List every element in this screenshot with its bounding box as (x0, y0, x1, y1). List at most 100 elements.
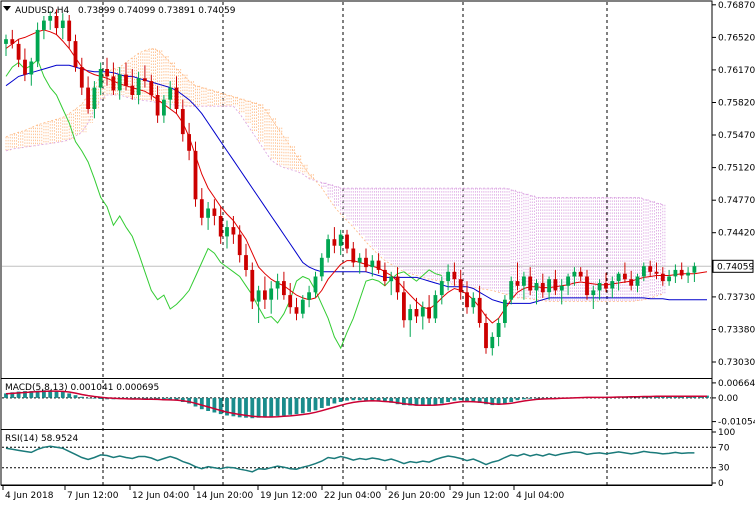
candle-body (67, 20, 72, 42)
candle-body (218, 216, 223, 237)
macd-bar (326, 397, 330, 406)
candle-body (124, 74, 128, 86)
macd-bar (420, 397, 425, 406)
candle-body (686, 272, 690, 276)
candle-body (591, 290, 596, 296)
macd-bar (389, 397, 394, 403)
candles (4, 9, 697, 356)
candle-body (155, 95, 160, 116)
current-price-box (712, 259, 754, 273)
collapse-arrow-icon[interactable] (3, 6, 11, 11)
candle-body (414, 309, 419, 317)
price-axis: 0.76870 0.76520 0.76170 0.75820 0.75470 0.751… (712, 1, 755, 368)
macd-bar (471, 397, 476, 402)
macd-bar (515, 397, 520, 401)
candle-body (111, 76, 116, 91)
candle-body (408, 309, 413, 321)
candle-body (402, 292, 406, 321)
macd-bar (256, 397, 261, 418)
macd-bar (225, 397, 229, 416)
macd-bar (206, 397, 210, 411)
candle-body (143, 78, 147, 82)
candle-body (667, 276, 671, 282)
candle-body (288, 295, 293, 308)
price-tick-label: 0.76870 (718, 1, 755, 11)
macd-signal-line (5, 390, 707, 418)
candle-body (117, 74, 122, 91)
chart-frame (0, 0, 713, 486)
senkou-span-b (5, 94, 663, 206)
candle-body (326, 239, 330, 258)
candle-body (23, 59, 27, 75)
macd-bar (332, 397, 337, 404)
candle-body (351, 248, 356, 263)
candle-body (307, 292, 311, 300)
chart-header: AUDUSD,H4 0.73899 0.74099 0.73891 0.7405… (3, 6, 236, 16)
candle-body (452, 271, 457, 280)
candle-body (654, 271, 659, 274)
macd-bar (60, 392, 65, 398)
rsi-tick-label: 70 (718, 443, 730, 453)
candle-body (610, 281, 615, 289)
candle-body (364, 257, 368, 268)
rsi-tick-label: 100 (718, 428, 735, 438)
candle-body (623, 273, 627, 280)
candle-body (490, 336, 495, 349)
macd-tick-label: 0.00 (718, 394, 738, 404)
macd-bar (180, 397, 185, 402)
candle-body (660, 273, 665, 282)
candle-body (199, 199, 204, 218)
candle-body (629, 279, 634, 286)
macd-bar (263, 397, 267, 418)
candle-body (187, 134, 191, 151)
candle-body (642, 266, 646, 277)
macd-bar (433, 397, 438, 405)
macd-bar (427, 397, 431, 406)
candle-body (679, 269, 684, 276)
price-tick-label: 0.75820 (718, 99, 755, 109)
candle-body (4, 39, 8, 44)
macd-bar (490, 397, 495, 406)
candle-body (130, 85, 135, 95)
candle-body (231, 227, 236, 235)
candle-body (105, 69, 109, 77)
candle-body (635, 276, 640, 286)
macd-bar (92, 397, 97, 399)
time-label: 29 Jun 12:00 (452, 491, 509, 501)
macd-bar (288, 397, 293, 415)
macd-bar (10, 392, 15, 398)
macd-bar (338, 397, 343, 402)
rsi-title: RSI(14) 58.9524 (5, 434, 78, 444)
candle-body (16, 43, 21, 60)
macd-bar (79, 396, 84, 398)
price-tick-label: 0.73380 (718, 326, 755, 336)
candle-body (319, 257, 324, 277)
candle-body (465, 292, 469, 308)
candle-body (73, 41, 78, 68)
candle-body (54, 16, 59, 29)
candle-body (484, 323, 488, 349)
macd-bar (357, 397, 362, 401)
price-tick-label: 0.76170 (718, 66, 755, 76)
time-label: 4 Jun 2018 (5, 491, 54, 501)
price-tick-label: 0.73730 (718, 293, 755, 303)
macd-tick-label: 0.006646 (718, 379, 755, 389)
macd-bar (282, 397, 286, 416)
candle-body (180, 109, 185, 135)
macd-bar (174, 397, 179, 401)
macd-bar (319, 397, 324, 408)
time-label: 7 Jun 12:00 (67, 491, 119, 501)
candle-body (496, 323, 501, 337)
candle-body (604, 283, 608, 289)
macd-bar (168, 397, 173, 401)
candle-body (332, 239, 337, 246)
macd-title: MACD(5,8,13) 0.001041 0.000695 (5, 383, 159, 393)
macd-bar (402, 397, 406, 406)
candle-body (48, 16, 53, 21)
candle-body (29, 61, 34, 75)
macd-bar (218, 397, 223, 415)
macd-bar (193, 397, 198, 407)
candle-body (300, 299, 305, 314)
rsi-tick-label: 30 (718, 464, 730, 474)
